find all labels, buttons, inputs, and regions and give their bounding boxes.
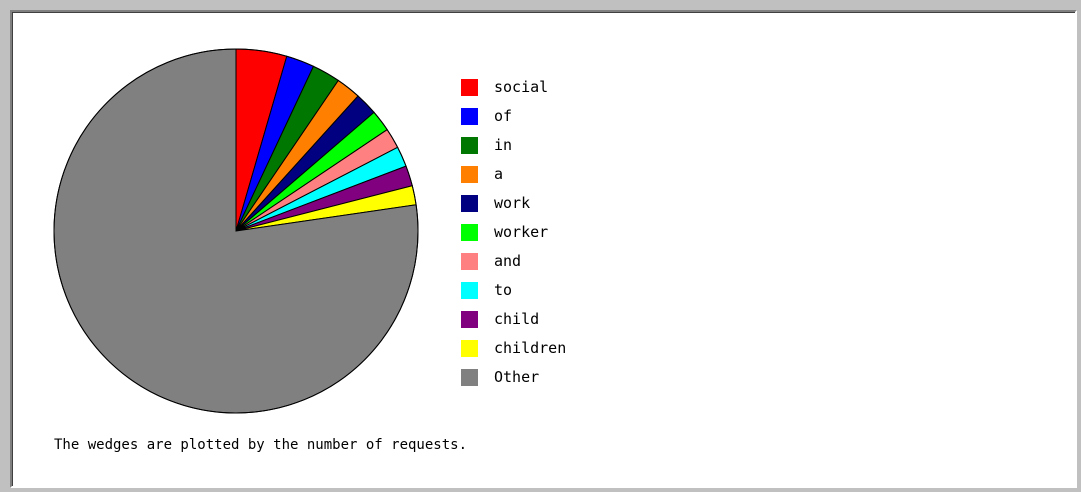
chart-panel: social of in a work worker and to child children O… xyxy=(10,10,1077,488)
legend-label: children xyxy=(494,339,567,357)
legend-item: child xyxy=(461,311,566,340)
pie-outline xyxy=(53,48,419,414)
legend-item: to xyxy=(461,282,566,311)
legend-item: in xyxy=(461,137,566,166)
legend-label: work xyxy=(494,194,531,212)
legend-item: of xyxy=(461,108,566,137)
legend-label: of xyxy=(494,107,513,125)
legend-item: work xyxy=(461,195,566,224)
legend-swatch xyxy=(461,311,478,328)
legend-swatch xyxy=(461,166,478,183)
legend-label: in xyxy=(494,136,513,154)
legend-swatch xyxy=(461,137,478,154)
legend-label: a xyxy=(494,165,504,183)
legend-item: a xyxy=(461,166,566,195)
legend-label: worker xyxy=(494,223,549,241)
legend-item: and xyxy=(461,253,566,282)
legend-label: and xyxy=(494,252,522,270)
legend-item: Other xyxy=(461,369,566,398)
legend-swatch xyxy=(461,253,478,270)
legend-swatch xyxy=(461,340,478,357)
legend-label: Other xyxy=(494,368,540,386)
chart-caption: The wedges are plotted by the number of … xyxy=(54,437,468,453)
legend-swatch xyxy=(461,369,478,386)
legend-item: worker xyxy=(461,224,566,253)
legend-label: to xyxy=(494,281,513,299)
legend-item: social xyxy=(461,79,566,108)
legend-swatch xyxy=(461,282,478,299)
legend-swatch xyxy=(461,79,478,96)
pie-chart xyxy=(53,48,419,414)
legend-item: children xyxy=(461,340,566,369)
panel-bevel xyxy=(12,12,1075,486)
pie-slices xyxy=(53,48,419,414)
legend-swatch xyxy=(461,224,478,241)
legend-label: child xyxy=(494,310,540,328)
legend-label: social xyxy=(494,78,549,96)
chart-legend: social of in a work worker and to child children O… xyxy=(461,79,566,398)
legend-swatch xyxy=(461,108,478,125)
legend-swatch xyxy=(461,195,478,212)
